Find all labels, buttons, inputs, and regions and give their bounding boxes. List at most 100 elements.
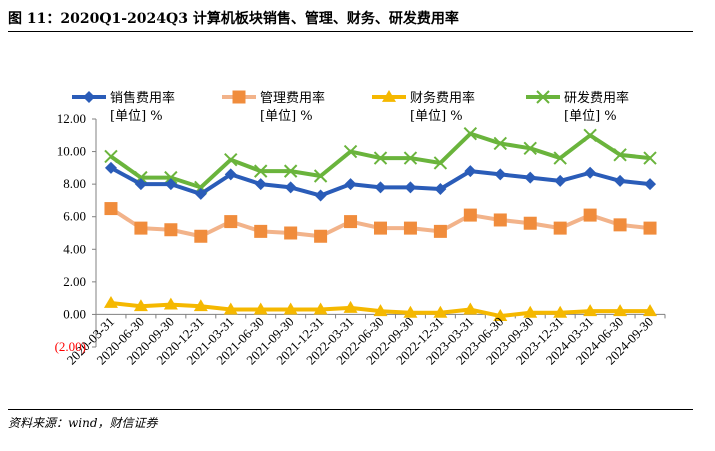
data-point bbox=[614, 174, 627, 187]
data-point bbox=[583, 128, 597, 142]
data-point bbox=[284, 181, 297, 194]
x-marker-stroke bbox=[283, 164, 298, 178]
legend-item-2: 管理费用率 [单位] % bbox=[222, 90, 325, 124]
data-point bbox=[463, 208, 477, 222]
chart-series bbox=[103, 126, 658, 321]
figure-title: 图 11：2020Q1-2024Q3 计算机板块销售、管理、财务、研发费用率 bbox=[8, 11, 459, 27]
y-tick-label: 2.00 bbox=[63, 274, 86, 289]
legend-item-4: 研发费用率 [单位] % bbox=[526, 90, 629, 124]
data-point bbox=[373, 304, 388, 317]
y-tick-label: 4.00 bbox=[63, 241, 86, 256]
x-marker-stroke bbox=[313, 169, 328, 183]
data-point bbox=[283, 302, 298, 315]
data-point bbox=[344, 215, 358, 229]
y-tick-label: 12.00 bbox=[57, 111, 86, 126]
data-point bbox=[643, 304, 658, 317]
y-tick-label: 0.00 bbox=[63, 306, 86, 321]
data-point bbox=[613, 304, 628, 317]
data-point bbox=[584, 166, 597, 179]
data-point bbox=[553, 221, 567, 235]
chart-legend: 销售费用率 [单位] % 管理费用率 [单位] % 财务费用率 [单位] % 研发费用率 [单… bbox=[72, 90, 629, 124]
legend-label: 研发费用率 bbox=[564, 90, 629, 106]
source-note: 资料来源：wind，财信证券 bbox=[8, 416, 158, 430]
data-point bbox=[434, 183, 447, 196]
data-point bbox=[164, 170, 178, 185]
data-point bbox=[374, 221, 387, 235]
data-point bbox=[644, 178, 657, 191]
series-1 bbox=[104, 161, 657, 202]
x-marker-stroke bbox=[643, 151, 657, 165]
data-point bbox=[494, 168, 507, 181]
x-marker-stroke bbox=[583, 128, 597, 142]
data-point bbox=[163, 297, 178, 310]
bottom-rule bbox=[8, 409, 693, 410]
data-point bbox=[553, 151, 567, 165]
data-point bbox=[164, 178, 177, 191]
x-tick-labels: 2020-03-312020-06-302020-09-302020-12-31… bbox=[64, 314, 657, 368]
legend-label: 管理费用率 bbox=[260, 90, 325, 106]
data-point bbox=[223, 302, 238, 315]
x-marker-stroke bbox=[254, 164, 268, 178]
legend-marker bbox=[83, 91, 95, 103]
data-point bbox=[523, 305, 538, 318]
data-point bbox=[493, 213, 507, 227]
series-2 bbox=[104, 202, 657, 243]
data-point bbox=[524, 171, 537, 184]
data-point bbox=[433, 305, 448, 318]
data-point bbox=[583, 304, 598, 317]
data-point bbox=[284, 226, 298, 240]
data-point bbox=[403, 151, 418, 165]
data-point bbox=[463, 126, 478, 141]
data-point bbox=[373, 151, 388, 165]
data-point bbox=[374, 181, 387, 194]
x-marker-stroke bbox=[523, 141, 537, 156]
legend-marker bbox=[536, 90, 550, 104]
legend-unit: [单位] % bbox=[564, 109, 617, 124]
legend-unit: [单位] % bbox=[110, 109, 163, 124]
legend-label: 财务费用率 bbox=[410, 90, 475, 106]
data-point bbox=[224, 153, 238, 167]
x-marker-stroke bbox=[403, 151, 418, 165]
data-point bbox=[283, 164, 298, 178]
data-point bbox=[343, 300, 358, 313]
x-marker-stroke bbox=[373, 151, 388, 165]
legend-item-3: 财务费用率 [单位] % bbox=[372, 90, 475, 124]
x-marker-stroke bbox=[493, 136, 507, 151]
x-marker-stroke bbox=[164, 170, 178, 185]
data-point bbox=[493, 136, 507, 151]
data-point bbox=[194, 229, 208, 243]
data-point bbox=[463, 302, 478, 315]
data-point bbox=[134, 178, 147, 191]
data-point bbox=[254, 178, 267, 191]
data-point bbox=[254, 164, 268, 178]
y-tick-label: (2.00) bbox=[55, 339, 86, 354]
data-point bbox=[613, 218, 627, 232]
data-point bbox=[313, 169, 328, 183]
data-point bbox=[523, 141, 537, 156]
data-point bbox=[643, 151, 657, 165]
legend-label: 销售费用率 bbox=[110, 90, 175, 106]
series-3 bbox=[103, 296, 658, 321]
x-marker-stroke bbox=[613, 148, 627, 162]
legend-unit: [单位] % bbox=[260, 109, 313, 124]
data-point bbox=[104, 149, 118, 164]
x-marker-stroke bbox=[343, 144, 358, 159]
data-point bbox=[134, 221, 148, 235]
legend-marker bbox=[232, 90, 246, 104]
data-point bbox=[103, 296, 118, 308]
data-point bbox=[613, 148, 627, 162]
data-point bbox=[643, 221, 657, 235]
data-point bbox=[343, 144, 358, 159]
x-marker-stroke bbox=[553, 151, 567, 165]
x-marker-stroke bbox=[224, 153, 238, 167]
y-tick-labels: (2.00) 0.00 2.00 4.00 6.00 8.00 10.00 12.00 bbox=[55, 111, 86, 354]
data-point bbox=[224, 168, 237, 181]
data-point bbox=[433, 156, 448, 170]
y-tick-label: 6.00 bbox=[63, 209, 86, 224]
data-point bbox=[224, 215, 238, 229]
top-rule bbox=[8, 31, 693, 32]
x-marker-stroke bbox=[463, 126, 478, 141]
data-point bbox=[523, 216, 537, 230]
y-tick-label: 8.00 bbox=[63, 176, 86, 191]
data-point bbox=[104, 202, 118, 216]
